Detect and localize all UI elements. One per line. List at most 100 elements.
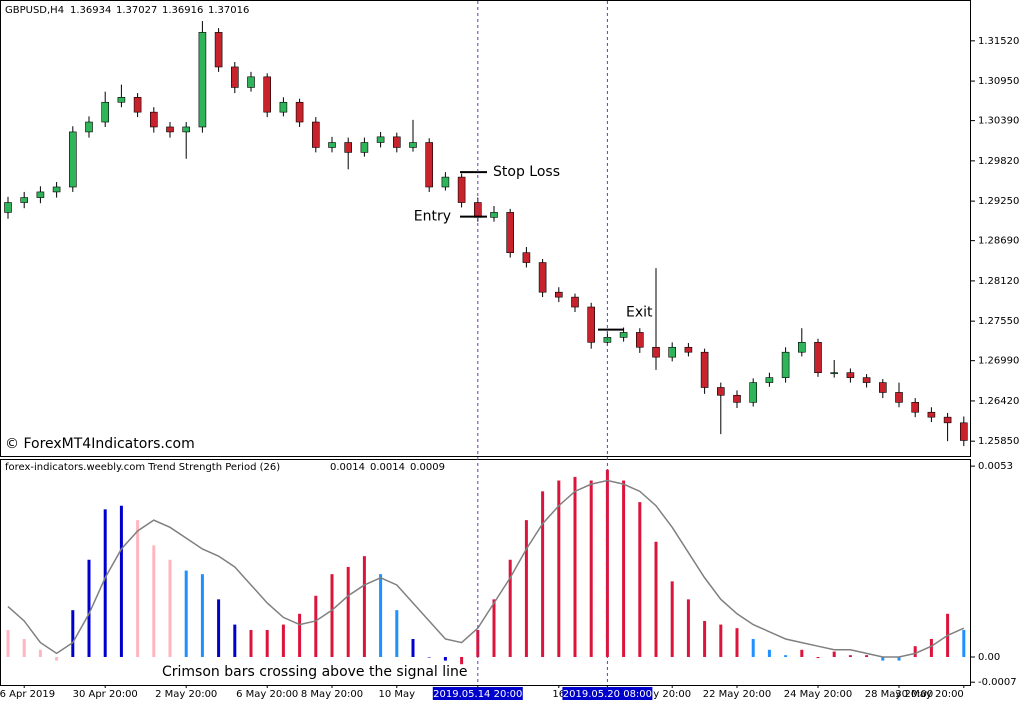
y-tick-label: 1.31520 [978, 36, 1019, 47]
candle-body [360, 142, 369, 153]
candle-body [376, 136, 385, 143]
x-tick-label: 10 May [379, 689, 416, 700]
x-tick-label: 26 Apr 2019 [0, 689, 55, 700]
y-tick-label: 1.30950 [978, 76, 1019, 87]
candle-body [52, 186, 61, 193]
y-tick-label: 1.29820 [978, 156, 1019, 167]
candle-body [765, 377, 774, 383]
y-tick-label: 1.26990 [978, 356, 1019, 367]
x-tick-label: 2 May 20:00 [155, 689, 217, 700]
candle-body [214, 32, 223, 68]
x-tick-label: 30 May 20:00 [895, 689, 964, 700]
histogram-bar [719, 624, 723, 657]
x-tick-label: 2019.05.14 20:00 [433, 689, 522, 700]
histogram-bar [929, 638, 933, 657]
histogram-bar [492, 599, 496, 657]
histogram-bar [686, 599, 690, 657]
histogram-bar [22, 638, 26, 657]
histogram-bar [103, 509, 107, 657]
candle-body [20, 197, 29, 203]
candle-body [198, 32, 207, 128]
candle-body [263, 76, 272, 113]
histogram-bar [654, 541, 658, 657]
candle-body [344, 142, 353, 153]
histogram-bar [881, 656, 885, 661]
level-label: Stop Loss [493, 164, 560, 180]
candle-body [4, 202, 12, 213]
x-tick-label: 2019.05.20 08:00 [563, 689, 652, 700]
histogram-bar [605, 469, 609, 657]
histogram-bar [71, 610, 75, 657]
x-label-highlight [562, 687, 653, 700]
histogram-bar [751, 638, 755, 657]
candle-body [101, 101, 109, 123]
x-tick-label: 8 May 20:00 [301, 689, 363, 700]
histogram-bar [379, 574, 383, 657]
histogram-bar [362, 556, 366, 657]
histogram-bar [767, 649, 771, 657]
y-tick-label: 1.26420 [978, 396, 1019, 407]
histogram-bar [573, 476, 577, 657]
candle-body [457, 176, 466, 203]
candle-body [133, 97, 142, 113]
indicator-reading: 0.0014 [370, 462, 405, 473]
candle-body [166, 126, 174, 133]
histogram-bar [962, 629, 966, 657]
candle-body [279, 101, 288, 113]
histogram-bar [152, 545, 156, 657]
candle-body [231, 66, 239, 88]
quote: 1.37016 [208, 5, 249, 16]
candle-body [522, 252, 531, 263]
histogram-bar [460, 656, 464, 665]
y-tick-label: 1.25850 [978, 436, 1019, 447]
histogram-bar [55, 656, 59, 661]
y-tick-label: 1.27550 [978, 316, 1019, 327]
indicator-reading: 0.0009 [410, 462, 445, 473]
histogram-bar [508, 559, 512, 657]
histogram-bar [589, 480, 593, 657]
histogram-bar [524, 520, 528, 657]
histogram-bar [784, 655, 788, 657]
candle-body [684, 346, 693, 353]
candle-body [506, 212, 515, 253]
candle-body [36, 191, 45, 198]
x-tick-label: 28 May 20:00 [865, 689, 934, 700]
candle-body [619, 332, 628, 338]
candle-body [943, 416, 952, 424]
y-tick-label: 0.0053 [978, 461, 1013, 472]
candle-body [538, 262, 547, 293]
histogram-bar [136, 520, 140, 657]
quote: 1.37027 [116, 5, 157, 16]
histogram-bar [298, 613, 302, 657]
histogram-bar [670, 581, 674, 657]
candle-body [587, 306, 596, 343]
x-tick-label: 30 Apr 20:00 [73, 689, 138, 700]
indicator-pane [0, 459, 971, 686]
candle-body [862, 377, 871, 383]
histogram-bar [832, 651, 836, 657]
candle-body [830, 372, 839, 374]
histogram-bar [427, 656, 431, 658]
candle-body [571, 296, 579, 308]
histogram-bar [848, 655, 852, 657]
histogram-bar [816, 656, 820, 659]
candle-body [781, 351, 790, 378]
candle-body [409, 142, 417, 148]
candle-body [911, 402, 920, 413]
histogram-bar [184, 570, 188, 657]
candle-body [425, 142, 434, 188]
y-tick-label: 1.28120 [978, 276, 1019, 287]
x-tick-label: 24 May 20:00 [784, 689, 853, 700]
signal-line [7, 479, 965, 658]
candle-body [716, 387, 725, 396]
candle-body [117, 97, 126, 103]
y-tick-label: 1.30390 [978, 116, 1019, 127]
y-tick-label: 1.28690 [978, 236, 1019, 247]
histogram-bar [281, 624, 285, 657]
histogram-bar [411, 638, 415, 657]
candle-body [652, 346, 660, 358]
x-tick-label: y 20:00 [653, 689, 691, 700]
histogram-bar [346, 566, 350, 657]
histogram-bar [800, 649, 804, 657]
